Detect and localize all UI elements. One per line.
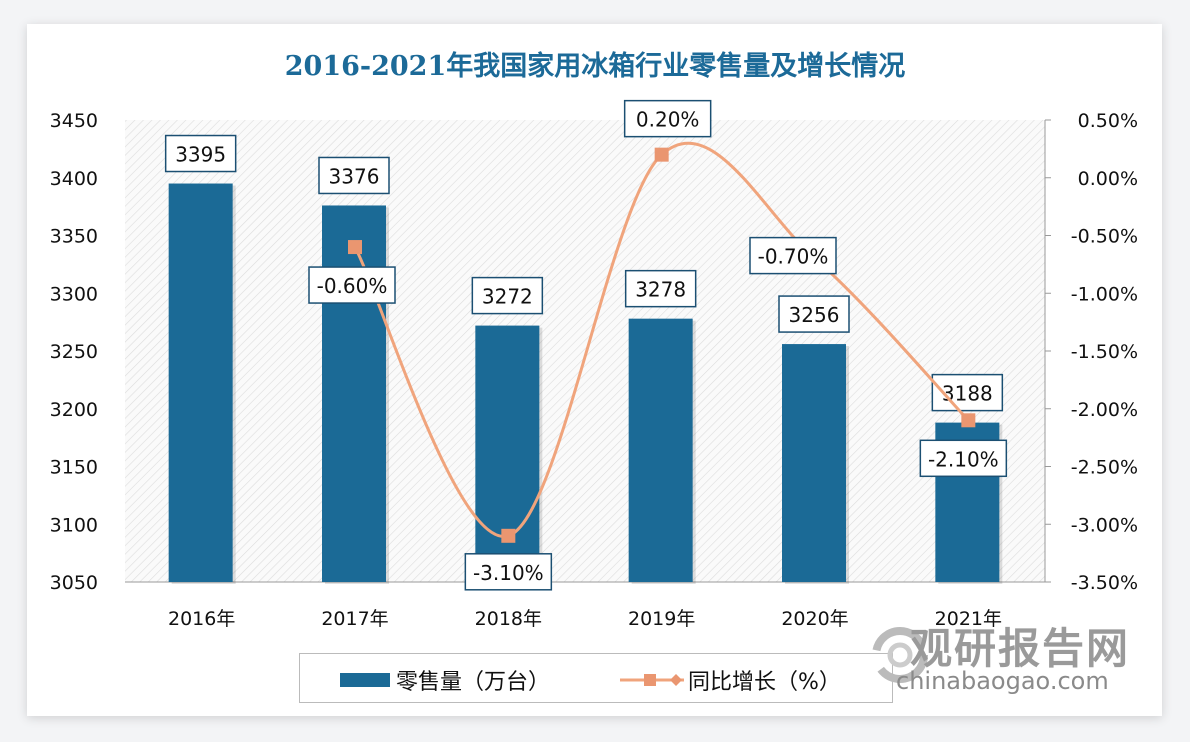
y-right-tick-label: -1.50% [1071,341,1138,363]
bar-data-label-box [471,276,544,315]
bar [168,183,233,582]
legend-bar-label: 零售量（万台） [396,670,551,695]
growth-marker [654,147,669,162]
plot-area [125,120,1045,582]
growth-data-label: -2.10% [928,447,999,471]
y-right-tick-label: 0.00% [1078,168,1138,190]
y-right-tick-label: 0.50% [1078,110,1138,132]
y-left-tick-label: 3350 [50,226,98,248]
bar-data-label: 3256 [789,303,840,327]
bar [782,344,846,582]
y-right-tick-label: -2.50% [1071,457,1138,479]
growth-data-label: -3.10% [473,561,544,585]
bar-data-label-box [318,156,390,195]
legend-item-bar: 零售量（万台） [340,664,550,696]
watermark-swirl-icon [872,627,928,683]
growth-data-label-box [464,553,553,591]
y-left-tick-label: 3450 [50,110,98,132]
y-right-tick-label: -1.00% [1071,283,1138,305]
legend-line-swatch [620,674,684,686]
growth-data-label-box [623,99,712,138]
bar-data-label: 3278 [635,278,686,302]
y-right-tick-label: -3.50% [1071,572,1138,594]
bar-data-label-box [624,269,697,308]
x-tick-label: 2017年 [321,608,388,630]
growth-line [353,141,970,538]
growth-data-label: -0.60% [317,274,388,298]
y-left-tick-label: 3300 [50,283,98,305]
bar-data-label-box [164,134,237,173]
bar-data-label: 3272 [482,285,533,309]
bar [628,318,693,582]
growth-data-label-box [749,236,837,275]
growth-data-label: -0.70% [758,245,829,269]
x-tick-label: 2018年 [475,608,542,630]
y-left-tick-label: 3150 [50,457,98,479]
y-left-tick-label: 3400 [50,168,98,190]
bar-data-label: 3395 [175,143,226,167]
bar-data-label: 3376 [329,164,380,188]
x-tick-label: 2020年 [781,608,848,630]
y-left-tick-label: 3200 [50,399,98,421]
y-left-tick-label: 3100 [50,514,98,536]
legend-line-label: 同比增长（%） [688,670,841,695]
y-right-tick-label: -0.50% [1071,226,1138,248]
legend-bar-swatch [340,673,390,687]
bar [322,205,386,582]
watermark-name: 观研报告网 [910,624,1131,673]
growth-marker [348,240,362,255]
watermark-url: chinabaogao.com [896,667,1109,695]
bar-data-label: 3188 [942,382,993,406]
x-tick-label: 2016年 [168,608,235,630]
growth-data-label-box [308,266,396,304]
bar-data-label-box [778,295,850,333]
y-left-tick-label: 3050 [50,572,98,594]
growth-data-label-box [919,439,1008,478]
legend-item-line: 同比增长（%） [620,664,841,696]
bar [475,325,540,582]
y-left-tick-label: 3250 [50,341,98,363]
chart-title: 2016-2021年我国家用冰箱行业零售量及增长情况 [284,51,906,82]
legend: 零售量（万台） 同比增长（%） [299,653,893,703]
growth-marker [961,413,976,428]
growth-data-label: 0.20% [636,108,700,132]
y-right-tick-label: -3.00% [1071,514,1138,536]
x-tick-label: 2021年 [935,608,1002,630]
y-right-tick-label: -2.00% [1071,399,1138,421]
x-tick-label: 2019年 [628,608,695,630]
growth-marker [501,528,516,543]
